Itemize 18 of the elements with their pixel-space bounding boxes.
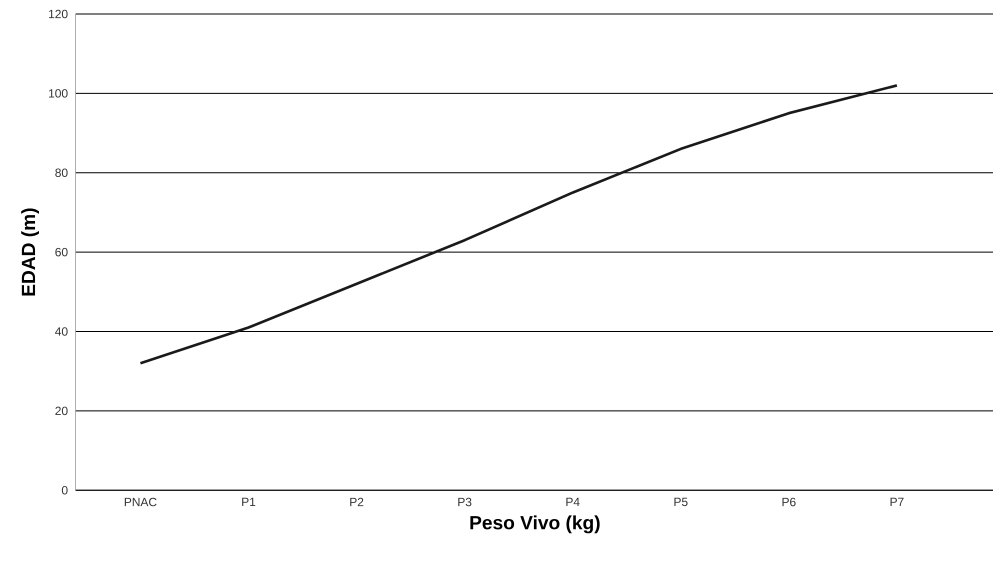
y-tick-label: 60	[55, 248, 68, 256]
y-tick-label: 120	[49, 10, 68, 18]
x-tick-label: P3	[458, 498, 472, 506]
x-tick-label: PNAC	[124, 498, 157, 506]
y-tick-label: 0	[62, 486, 68, 494]
y-tick-label: 40	[55, 327, 68, 336]
x-tick-label: P4	[566, 498, 580, 506]
y-tick-label: 20	[55, 406, 68, 416]
y-tick-label: 100	[49, 89, 68, 98]
y-axis-title: EDAD (m)	[21, 208, 40, 296]
x-axis-title: Peso Vivo (kg)	[470, 515, 600, 534]
line-series	[139, 84, 898, 365]
x-tick-label: P6	[782, 498, 796, 506]
x-tick-label: P1	[242, 498, 256, 506]
x-tick-label: P5	[674, 498, 688, 506]
y-tick-label: 80	[55, 168, 68, 177]
x-tick-label: P7	[890, 498, 904, 506]
x-tick-label: P2	[350, 498, 364, 506]
